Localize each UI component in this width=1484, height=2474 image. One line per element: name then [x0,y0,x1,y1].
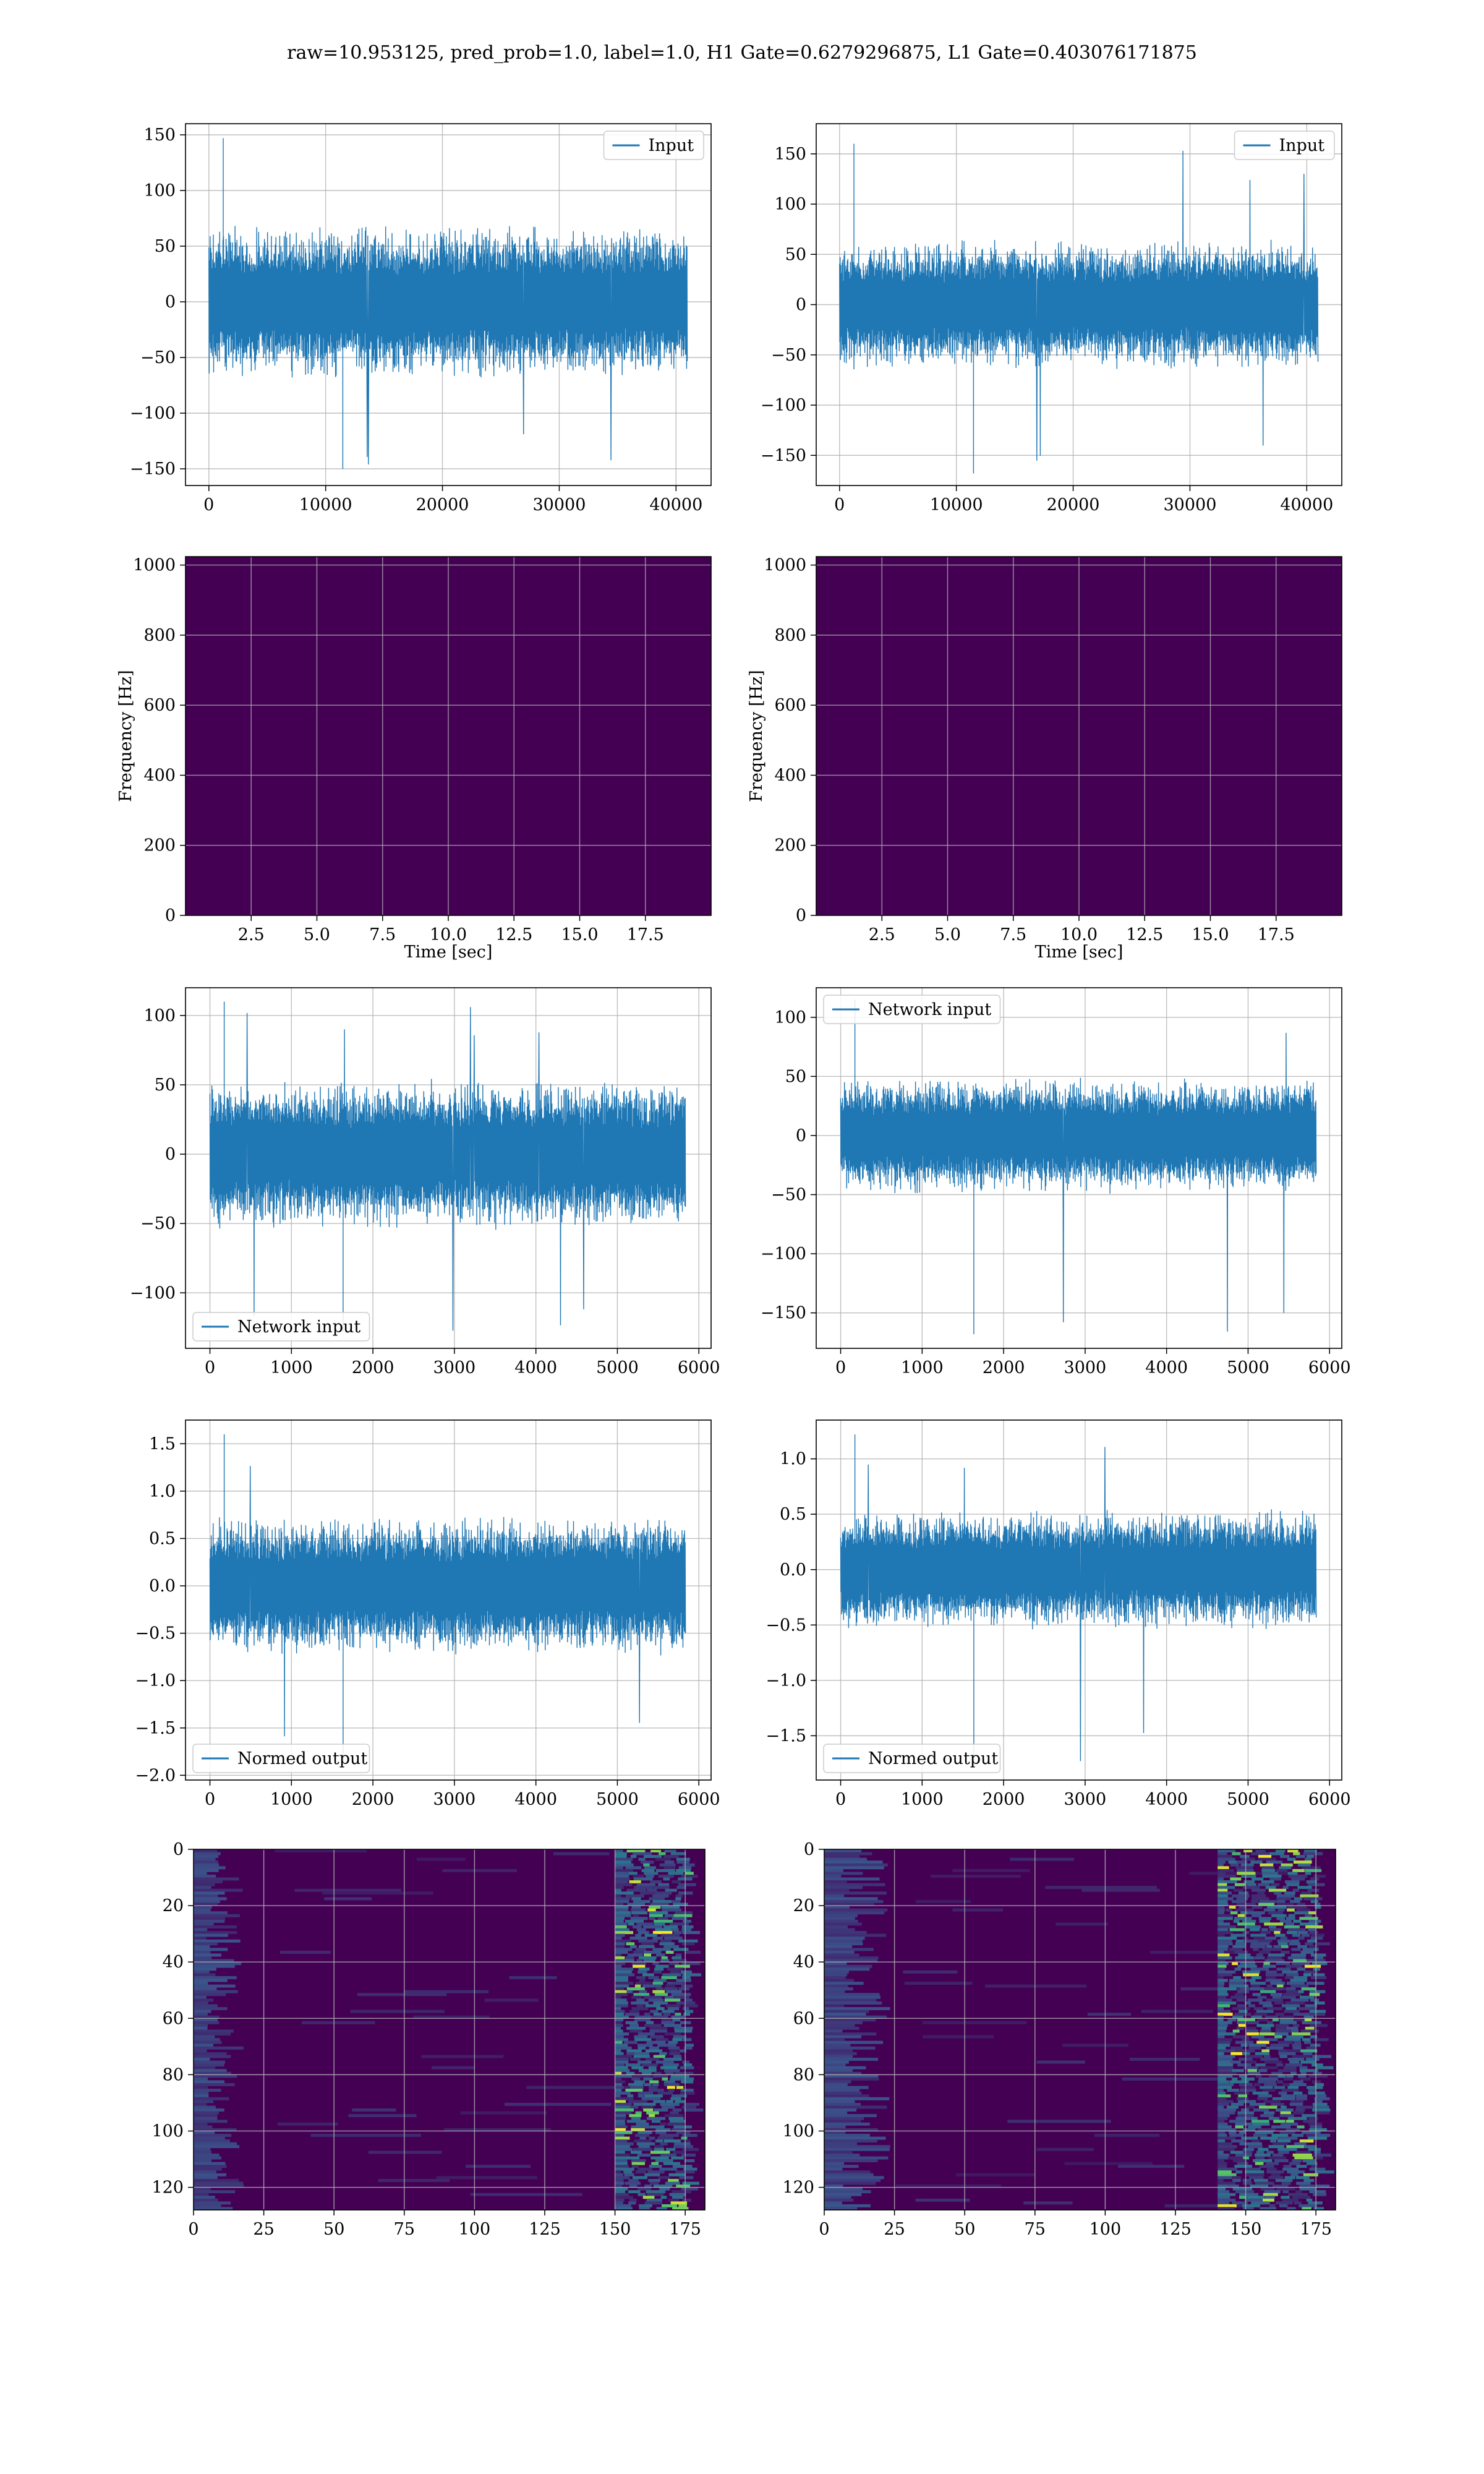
l1-input-legend: Input [1234,131,1335,160]
l1-input-ytick-label: −50 [771,346,806,365]
h1-input-xtick-label: 30000 [532,495,586,515]
h1-input-legend-label: Input [649,136,694,155]
l1-input-ytick-label: −150 [761,446,806,465]
h1-input-ytick-label: 150 [143,126,176,145]
h1-input-legend: Input [603,131,704,160]
l1-input-series-line [839,143,1319,474]
h1-input-ytick-label: 100 [143,181,176,200]
l1-input-ytick-label: 0 [796,296,806,315]
l1-input-ytick-label: 50 [785,245,806,264]
h1-spectrogram-ytick-label: 0 [165,906,176,925]
l1-input-ytick-label: 150 [774,145,806,164]
h1-spectrogram-ytick-label: 200 [143,836,176,855]
l1-input-xtick-label: 40000 [1280,495,1333,515]
h1-input-xtick-label: 0 [203,495,214,515]
h1-input-series-line [208,138,688,469]
h1-input-legend-box [603,131,704,160]
h1-input-chart: 0 10000 20000 30000 40000 −150 −100 −50 0 50 100 15… [130,123,712,515]
h1-spectrogram-frame [185,556,712,916]
h1-input-ytick-label: −150 [130,460,176,479]
h1-spectrogram-ytick-label: 400 [143,766,176,785]
l1-input-chart: 0 10000 20000 30000 40000 −150 −100 −50 0 50 100 15… [761,123,1342,515]
h1-input-ytick-label: 50 [155,237,176,256]
h1-spectrogram-xtick-label: 2.5 [238,925,265,944]
l1-spectrogram-chart: 2.5 5.0 7.5 10.0 12.5 15.0 17.5020040060080010… [747,556,1342,962]
l1-input-xtick-label: 30000 [1163,495,1216,515]
h1-spectrogram-xtick-label: 5.0 [304,925,330,944]
h1-input-ytick-label: −100 [130,404,176,423]
h1-spectrogram-xtick-label: 17.5 [627,925,664,944]
l1-input-legend-box [1234,131,1335,160]
l1-input-ytick-label: 100 [774,195,806,214]
l1-input-frame [816,123,1342,486]
h1-input-ytick-label: 0 [165,293,176,312]
h1-spectrogram-xtick-label: 10.0 [430,925,467,944]
l1-input-xtick-label: 10000 [930,495,983,515]
h1-spectrogram-ytick-label: 600 [143,696,176,715]
h1-input-frame [185,123,712,486]
h1-spectrogram-xtick-label: 7.5 [369,925,396,944]
h1-spectrogram-ylabel: Frequency [Hz] [116,670,135,802]
l1-input-xtick-label: 0 [834,495,845,515]
l1-input-legend-label: Input [1279,136,1325,155]
h1-spectrogram-xtick-label: 15.0 [561,925,598,944]
l1-input-xtick-label: 20000 [1047,495,1100,515]
h1-input-xtick-label: 40000 [649,495,702,515]
l1-input-ytick-label: −100 [761,396,806,415]
figure-title: raw=10.953125, pred_prob=1.0, label=1.0,… [287,42,1197,64]
h1-input-xtick-label: 10000 [299,495,352,515]
h1-spectrogram-xtick-label: 12.5 [495,925,532,944]
h1-spectrogram-ytick-label: 800 [143,626,176,645]
h1-spectrogram-xlabel: Time [sec] [404,943,493,962]
h1-input-ytick-label: −50 [140,348,176,367]
h1-spectrogram-ytick-label: 1000 [133,556,176,575]
h1-spectrogram-chart: 2.5 5.0 7.5 10.0 12.5 15.0 17.5 0 200 400 600 800 10… [116,556,712,962]
h1-input-xtick-label: 20000 [416,495,469,515]
